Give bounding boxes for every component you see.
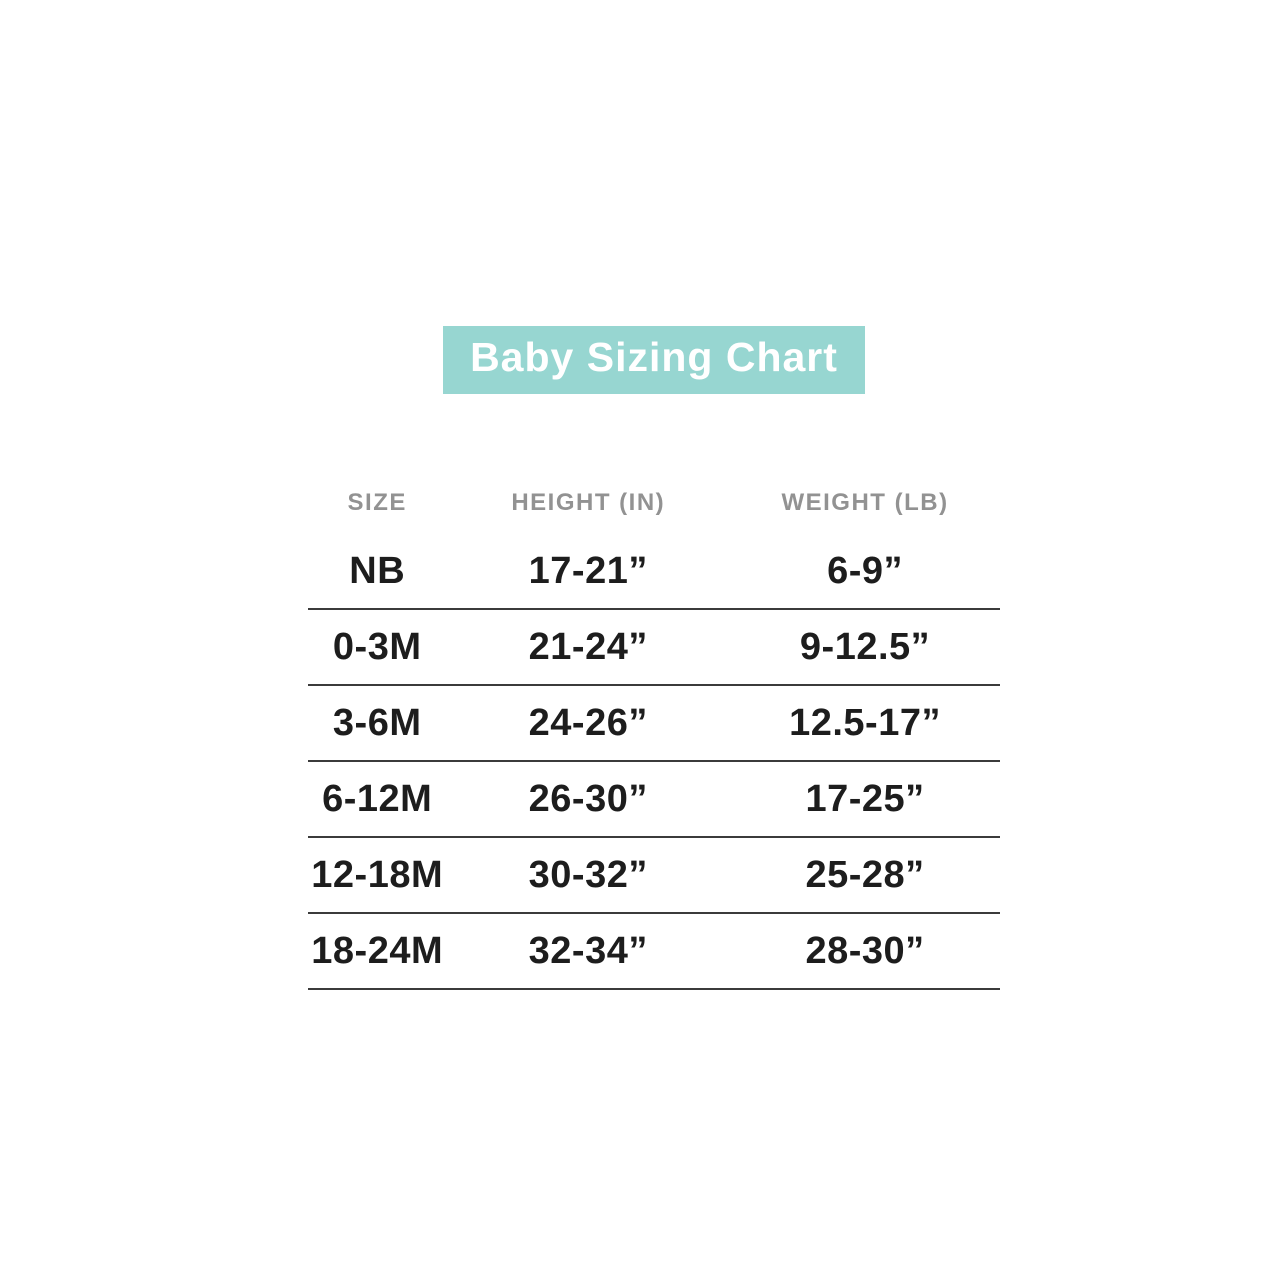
weight-cell: 17-25” — [805, 777, 925, 820]
weight-cell: 25-28” — [805, 853, 925, 896]
table-header-row: SIZE HEIGHT (IN) WEIGHT (LB) — [308, 472, 1000, 534]
weight-cell: 9-12.5” — [799, 625, 931, 668]
table-row: NB 17-21” 6-9” — [308, 534, 1000, 610]
height-cell: 32-34” — [528, 929, 648, 972]
weight-cell: 6-9” — [827, 549, 903, 592]
weight-cell: 28-30” — [805, 929, 925, 972]
table-row: 12-18M 30-32” 25-28” — [308, 838, 1000, 914]
size-cell: 18-24M — [311, 929, 444, 972]
size-cell: 3-6M — [332, 701, 422, 744]
size-cell: 6-12M — [322, 777, 433, 820]
size-cell: NB — [349, 549, 406, 592]
chart-title-banner: Baby Sizing Chart — [443, 326, 865, 394]
height-cell: 21-24” — [528, 625, 648, 668]
height-cell: 17-21” — [528, 549, 648, 592]
weight-cell: 12.5-17” — [789, 701, 941, 744]
column-header-height: HEIGHT (IN) — [511, 489, 666, 516]
height-cell: 26-30” — [528, 777, 648, 820]
table-row: 18-24M 32-34” 28-30” — [308, 914, 1000, 990]
table-row: 6-12M 26-30” 17-25” — [308, 762, 1000, 838]
chart-title: Baby Sizing Chart — [470, 334, 838, 380]
column-header-weight: WEIGHT (LB) — [781, 489, 949, 516]
sizing-table: SIZE HEIGHT (IN) WEIGHT (LB) NB 17-21” 6… — [308, 472, 1000, 990]
size-cell: 0-3M — [332, 625, 422, 668]
size-cell: 12-18M — [311, 853, 444, 896]
sizing-chart: Baby Sizing Chart SIZE HEIGHT (IN) WEIGH… — [308, 0, 1000, 990]
height-cell: 24-26” — [528, 701, 648, 744]
table-row: 0-3M 21-24” 9-12.5” — [308, 610, 1000, 686]
column-header-size: SIZE — [347, 489, 407, 516]
height-cell: 30-32” — [528, 853, 648, 896]
table-row: 3-6M 24-26” 12.5-17” — [308, 686, 1000, 762]
